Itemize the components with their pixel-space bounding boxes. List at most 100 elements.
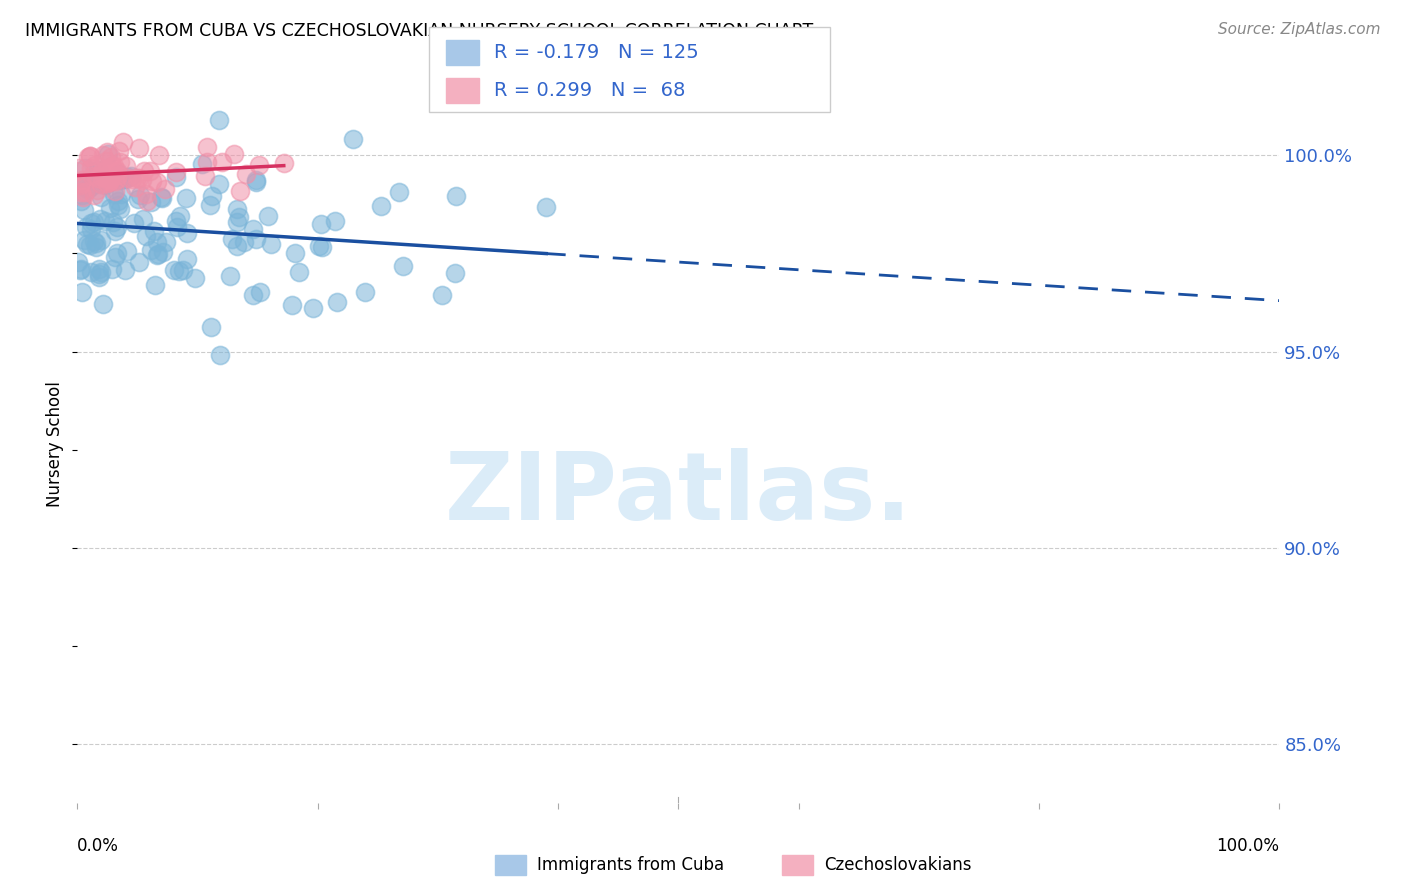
Point <box>91 297 114 311</box>
Point <box>128 171 150 186</box>
Point <box>224 147 246 161</box>
Point <box>323 214 346 228</box>
Point <box>101 214 124 228</box>
Point <box>444 266 467 280</box>
Point <box>114 263 136 277</box>
Point <box>97 175 120 189</box>
Point <box>228 210 250 224</box>
Point <box>124 179 146 194</box>
Point <box>112 135 135 149</box>
Point <box>309 217 332 231</box>
Point <box>97 147 120 161</box>
Point <box>163 263 186 277</box>
Point <box>353 285 375 300</box>
Text: Immigrants from Cuba: Immigrants from Cuba <box>537 856 724 874</box>
Point <box>89 212 111 227</box>
Point <box>242 288 264 302</box>
Text: Source: ZipAtlas.com: Source: ZipAtlas.com <box>1218 22 1381 37</box>
Point <box>110 186 132 201</box>
Point <box>121 171 143 186</box>
Point <box>69 177 91 191</box>
Point <box>235 167 257 181</box>
Point <box>72 188 94 202</box>
Point <box>311 240 333 254</box>
Point <box>139 163 162 178</box>
Point <box>194 169 217 184</box>
Point <box>172 263 194 277</box>
Point <box>100 262 122 277</box>
Point <box>69 178 91 192</box>
Point <box>107 167 129 181</box>
Text: R = 0.299   N =  68: R = 0.299 N = 68 <box>494 80 685 100</box>
Point <box>83 188 105 202</box>
Point <box>94 162 117 177</box>
Point <box>166 219 188 234</box>
Point <box>228 184 250 198</box>
Point <box>536 200 558 214</box>
Point <box>91 148 114 162</box>
Point <box>72 285 94 299</box>
Point <box>107 171 129 186</box>
Text: R = -0.179   N = 125: R = -0.179 N = 125 <box>494 43 699 62</box>
Point <box>127 193 149 207</box>
Point <box>146 246 169 260</box>
Point <box>249 285 271 299</box>
Point <box>143 224 166 238</box>
Point <box>69 262 91 277</box>
Point <box>195 140 218 154</box>
Point <box>84 240 107 254</box>
Point <box>115 159 138 173</box>
Point <box>67 161 90 176</box>
Point <box>79 149 101 163</box>
Point <box>245 175 267 189</box>
Text: 100.0%: 100.0% <box>1216 837 1279 855</box>
Point <box>169 209 191 223</box>
Point <box>284 245 307 260</box>
Point <box>120 169 142 183</box>
Point <box>77 151 100 165</box>
Point <box>135 194 157 208</box>
Point <box>141 244 163 258</box>
Point <box>141 174 163 188</box>
Point <box>232 235 254 249</box>
Point <box>83 235 105 249</box>
Point <box>100 163 122 178</box>
Point <box>114 172 136 186</box>
Point <box>96 154 118 169</box>
Point <box>104 174 127 188</box>
Point <box>73 202 96 217</box>
Point <box>245 232 267 246</box>
Point <box>342 132 364 146</box>
Point <box>90 265 112 279</box>
Point <box>288 265 311 279</box>
Point <box>176 252 198 267</box>
Point <box>115 170 138 185</box>
Point <box>108 173 131 187</box>
Point <box>103 224 125 238</box>
Point <box>80 265 103 279</box>
Point <box>259 237 281 252</box>
Point <box>242 222 264 236</box>
Point <box>326 294 349 309</box>
Text: IMMIGRANTS FROM CUBA VS CZECHOSLOVAKIAN NURSERY SCHOOL CORRELATION CHART: IMMIGRANTS FROM CUBA VS CZECHOSLOVAKIAN … <box>25 22 814 40</box>
Point <box>152 245 174 260</box>
Point <box>66 164 89 178</box>
Point <box>89 262 111 277</box>
Point <box>145 235 167 249</box>
Point <box>98 174 121 188</box>
Point <box>69 263 91 277</box>
Point <box>145 175 167 189</box>
Point <box>91 161 114 176</box>
Point <box>308 239 330 253</box>
Point <box>101 159 124 173</box>
Point <box>245 172 267 186</box>
Point <box>72 189 94 203</box>
Point <box>94 178 117 192</box>
Point <box>211 154 233 169</box>
Point <box>146 247 169 261</box>
Point <box>131 173 153 187</box>
Point <box>150 190 173 204</box>
Point <box>105 246 128 260</box>
Point <box>86 183 108 197</box>
Point <box>273 155 295 169</box>
